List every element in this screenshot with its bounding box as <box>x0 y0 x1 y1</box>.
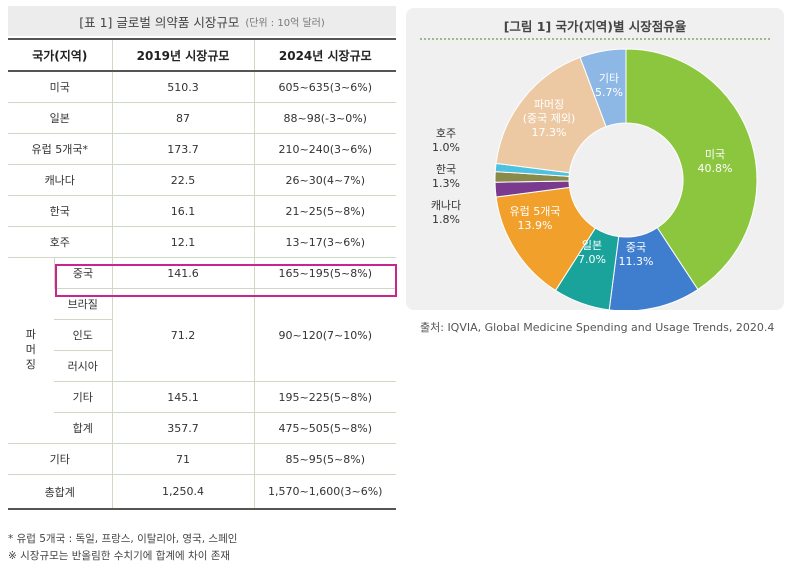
slice-label: 호주 1.0% <box>432 127 460 154</box>
row-2019: 71 <box>111 443 255 475</box>
header-region: 국가(지역) <box>8 38 113 72</box>
slice-label: 유럽 5개국 13.9% <box>510 204 561 232</box>
table-row-china: 파 머 징 중국 141.6 165~195(5~8%) <box>8 257 397 444</box>
row-2019: 141.6 <box>111 257 255 289</box>
donut-slice <box>495 56 607 174</box>
row-name: 브라질 <box>54 288 113 320</box>
pharmerging-char: 파 <box>25 328 36 342</box>
row-name: 합계 <box>54 412 113 444</box>
row-2024: 26~30(4~7%) <box>253 164 397 196</box>
row-2019: 510.3 <box>111 71 255 103</box>
table-row: 러시아 <box>8 350 396 382</box>
slice-label: 한국 1.3% <box>432 163 460 190</box>
table-row: 한국 16.1 21~25(5~8%) <box>8 195 397 227</box>
row-2024: 605~635(3~6%) <box>253 71 397 103</box>
row-2019: 145.1 <box>111 381 255 413</box>
figure-title: [그림 1] 국가(지역)별 시장점유율 <box>503 19 687 34</box>
donut-chart: 미국 40.8% 중국 11.3% 일본 7.0% 유럽 5개국 13.9% 캐나다 1.8% 한국… <box>431 48 758 310</box>
figure-panel: [그림 1] 국가(지역)별 시장점유율 미국 40.8% 중국 11.3% 일본 7.0… <box>406 8 784 310</box>
table-row-others: 기타 71 85~95(5~8%) <box>8 443 397 475</box>
table-unit: (단위 : 10억 달러) <box>245 17 325 29</box>
row-name: 미국 <box>8 71 113 103</box>
table-title-bar: [표 1] 글로벌 의약품 시장규모 (단위 : 10억 달러) <box>8 6 396 36</box>
note-europe: * 유럽 5개국 : 독일, 프랑스, 이탈리아, 영국, 스페인 <box>8 533 238 545</box>
donut-slice <box>579 48 627 128</box>
slice-label: 기타 5.7% <box>595 72 623 99</box>
market-size-table-wrapper: 국가(지역) 2019년 시장규모 2024년 시장규모 미국 510.3 60… <box>8 38 397 510</box>
row-name: 중국 <box>53 257 113 289</box>
slice-label: 미국 40.8% <box>698 148 733 175</box>
table-title: [표 1] 글로벌 의약품 시장규모 <box>79 14 240 30</box>
row-2024: 1,570~1,600(3~6%) <box>253 474 397 510</box>
row-2024: 13~17(3~6%) <box>253 226 397 258</box>
row-2024: 21~25(5~8%) <box>253 195 397 227</box>
table-row: 미국 510.3 605~635(3~6%) <box>8 71 397 103</box>
table-row: 유럽 5개국* 173.7 210~240(3~6%) <box>8 133 397 165</box>
row-2019: 357.7 <box>111 412 255 444</box>
row-name: 인도 <box>54 319 113 351</box>
row-name: 일본 <box>8 102 113 134</box>
row-2019: 22.5 <box>111 164 255 196</box>
slice-label: 중국 11.3% <box>619 241 654 268</box>
row-2019: 173.7 <box>111 133 255 165</box>
row-name: 기타 <box>54 381 113 413</box>
table-row: 기타 145.1 195~225(5~8%) <box>8 381 397 413</box>
row-name: 유럽 5개국* <box>8 133 113 165</box>
pharmerging-char: 머 <box>25 343 36 357</box>
figure-source: 출처: IQVIA, Global Medicine Spending and … <box>420 321 775 334</box>
row-2019: 71.2 <box>111 288 255 382</box>
row-name: 캐나다 <box>8 164 113 196</box>
row-2024: 90~120(7~10%) <box>253 288 397 382</box>
note-rounding: ※ 시장규모는 반올림한 수치기에 합계에 차이 존재 <box>8 550 231 562</box>
title-divider <box>420 38 770 40</box>
row-2024: 165~195(5~8%) <box>253 257 397 289</box>
row-2024: 195~225(5~8%) <box>253 381 397 413</box>
pharmerging-char: 징 <box>25 357 36 371</box>
row-name: 호주 <box>8 226 113 258</box>
table-row: 캐나다 22.5 26~30(4~7%) <box>8 164 397 196</box>
row-2024: 85~95(5~8%) <box>253 443 397 475</box>
row-name: 기타 <box>8 443 113 475</box>
slice-label: 일본 7.0% <box>578 238 606 266</box>
table-header-row: 국가(지역) 2019년 시장규모 2024년 시장규모 <box>8 38 397 72</box>
market-size-table: 국가(지역) 2019년 시장규모 2024년 시장규모 미국 510.3 60… <box>8 38 397 510</box>
row-name: 총합계 <box>8 474 113 510</box>
slice-label: 파머징 (중국 제외) 17.3% <box>523 98 576 139</box>
slice-label: 캐나다 1.8% <box>431 199 461 226</box>
row-name: 한국 <box>8 195 113 227</box>
header-2019: 2019년 시장규모 <box>111 38 255 72</box>
row-2019: 12.1 <box>111 226 255 258</box>
table-row-total: 총합계 1,250.4 1,570~1,600(3~6%) <box>8 474 397 510</box>
row-2019: 16.1 <box>111 195 255 227</box>
table-notes: * 유럽 5개국 : 독일, 프랑스, 이탈리아, 영국, 스페인 ※ 시장규모… <box>8 531 237 565</box>
row-2019: 87 <box>111 102 255 134</box>
table-row-subtotal: 합계 357.7 475~505(5~8%) <box>8 412 397 444</box>
table-row: 일본 87 88~98(-3~0%) <box>8 102 397 134</box>
table-row: 호주 12.1 13~17(3~6%) <box>8 226 397 258</box>
table-row: 브라질 71.2 90~120(7~10%) <box>8 288 397 382</box>
table-row: 인도 <box>8 319 396 351</box>
row-2024: 475~505(5~8%) <box>253 412 397 444</box>
row-2024: 88~98(-3~0%) <box>253 102 397 134</box>
header-2024: 2024년 시장규모 <box>253 38 397 72</box>
row-2019: 1,250.4 <box>111 474 255 510</box>
row-name: 러시아 <box>54 350 113 382</box>
row-2024: 210~240(3~6%) <box>253 133 397 165</box>
pharmerging-label: 파 머 징 <box>8 257 54 444</box>
